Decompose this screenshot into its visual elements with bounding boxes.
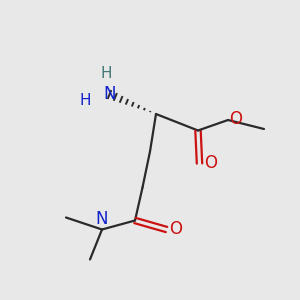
- Text: H: H: [101, 66, 112, 81]
- Text: N: N: [96, 210, 108, 228]
- Text: O: O: [230, 110, 242, 128]
- Text: N: N: [103, 85, 116, 103]
- Text: O: O: [204, 154, 217, 172]
- Text: H: H: [80, 93, 91, 108]
- Text: O: O: [169, 220, 182, 238]
